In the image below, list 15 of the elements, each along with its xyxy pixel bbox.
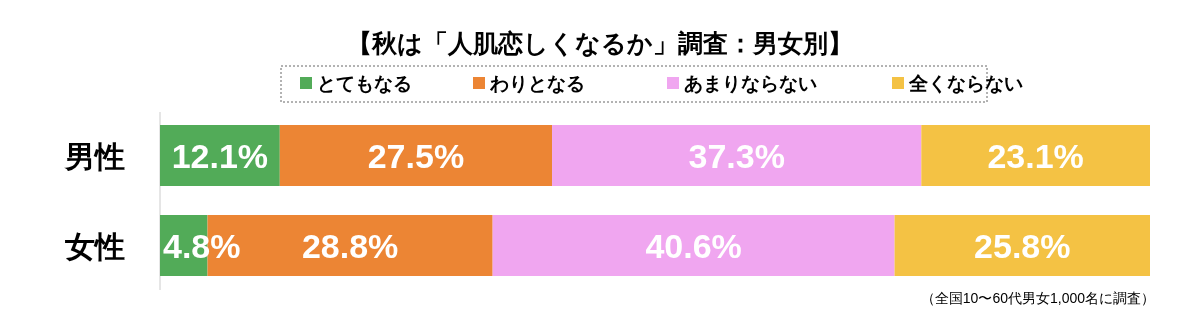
data-label: 12.1%	[171, 136, 269, 175]
y-tick-label: 女性	[64, 229, 125, 263]
legend-label: とてもなる	[317, 73, 412, 94]
data-label: 27.5%	[367, 136, 465, 175]
legend-label: あまりならない	[684, 73, 817, 94]
data-label: 28.8%	[301, 226, 399, 265]
data-label: 25.8%	[974, 226, 1071, 265]
title: 【秋は「人肌恋しくなるか」調査：男女別】	[347, 29, 853, 57]
legend-label: わりとなる	[489, 73, 585, 94]
y-tick-label: 男性	[64, 139, 125, 173]
annotation: （全国10〜60代男女1,000名に調査）	[920, 290, 1155, 306]
data-label: 40.6%	[645, 226, 742, 265]
legend-label: 全くならない	[908, 73, 1023, 94]
data-label: 23.1%	[987, 136, 1084, 175]
data-label: 37.3%	[688, 136, 785, 175]
